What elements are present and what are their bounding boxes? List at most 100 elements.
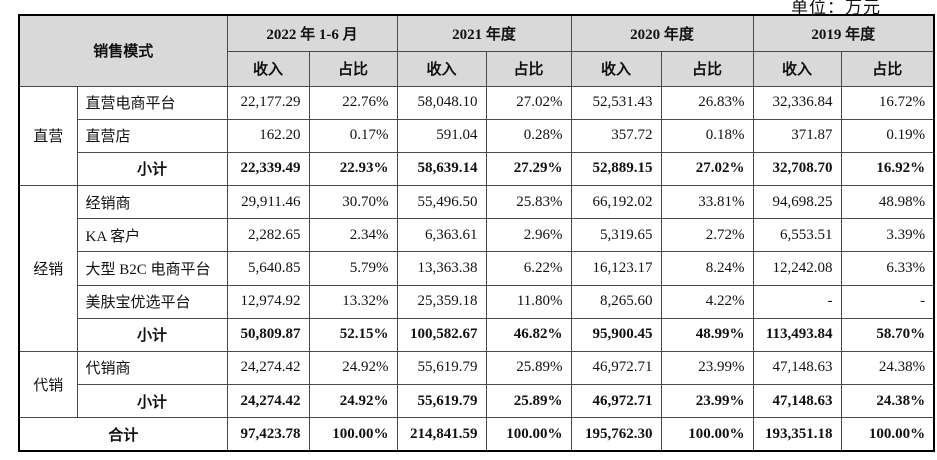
cell-value: 24.38% bbox=[840, 384, 935, 419]
cell-value: 24.92% bbox=[308, 384, 398, 419]
cell-value: 48.99% bbox=[660, 317, 754, 352]
col-header-revenue-2019: 收入 bbox=[752, 50, 842, 87]
cell-value: 16.92% bbox=[840, 151, 935, 187]
cell-value: 32,336.84 bbox=[752, 85, 842, 120]
group-label-distribution: 经销 bbox=[18, 185, 78, 352]
cell-value: 55,496.50 bbox=[396, 185, 487, 220]
cell-value: 6,553.51 bbox=[752, 218, 842, 253]
cell-value: 12,242.08 bbox=[752, 251, 842, 286]
cell-value: 13,363.38 bbox=[396, 251, 487, 286]
cell-value: 6,363.61 bbox=[396, 218, 487, 253]
table-row: 经销 经销商 29,911.46 30.70% 55,496.50 25.83%… bbox=[18, 185, 935, 352]
cell-value: 2.96% bbox=[485, 218, 572, 253]
total-label: 合计 bbox=[18, 417, 228, 452]
cell-value: 58.70% bbox=[840, 317, 935, 352]
cell-value: 5.79% bbox=[308, 251, 398, 286]
cell-value: 22.76% bbox=[308, 85, 398, 120]
cell-value: - bbox=[840, 284, 935, 319]
cell-value: 24,274.42 bbox=[226, 384, 310, 419]
total-row: 合计 97,423.78 100.00% 214,841.59 100.00% … bbox=[18, 417, 935, 452]
cell-value: 113,493.84 bbox=[752, 317, 842, 352]
cell-value: 97,423.78 bbox=[226, 417, 310, 452]
cell-value: 29,911.46 bbox=[226, 185, 310, 220]
cell-value: 23.99% bbox=[660, 384, 754, 419]
cell-value: 591.04 bbox=[396, 118, 487, 153]
cell-value: 47,148.63 bbox=[752, 384, 842, 419]
subtotal-label: 小计 bbox=[76, 151, 228, 187]
cell-value: 0.19% bbox=[840, 118, 935, 153]
cell-value: - bbox=[752, 284, 842, 319]
table-row: 美肤宝优选平台 12,974.92 13.32% 25,359.18 11.80… bbox=[19, 284, 935, 319]
row-label: 经销商 bbox=[76, 185, 228, 220]
cell-value: 25.89% bbox=[485, 350, 572, 386]
cell-value: 27.29% bbox=[485, 151, 572, 187]
subtotal-row: 小计 22,339.49 22.93% 58,639.14 27.29% 52,… bbox=[19, 151, 935, 187]
table-row: 直营店 162.20 0.17% 591.04 0.28% 357.72 0.1… bbox=[19, 118, 935, 153]
cell-value: 24.92% bbox=[308, 350, 398, 386]
cell-value: 47,148.63 bbox=[752, 350, 842, 386]
cell-value: 5,640.85 bbox=[226, 251, 310, 286]
cell-value: 371.87 bbox=[752, 118, 842, 153]
period-header-2020: 2020 年度 bbox=[570, 14, 754, 52]
cell-value: 4.22% bbox=[660, 284, 754, 319]
row-label: 代销商 bbox=[76, 350, 228, 386]
row-label: 直营电商平台 bbox=[76, 85, 228, 120]
cell-value: 8,265.60 bbox=[570, 284, 662, 319]
cell-value: 0.17% bbox=[308, 118, 398, 153]
cell-value: 32,708.70 bbox=[752, 151, 842, 187]
cell-value: 55,619.79 bbox=[396, 384, 487, 419]
col-header-revenue-2021: 收入 bbox=[396, 50, 487, 87]
subtotal-row: 小计 24,274.42 24.92% 55,619.79 25.89% 46,… bbox=[19, 384, 935, 419]
cell-value: 0.18% bbox=[660, 118, 754, 153]
cell-value: 214,841.59 bbox=[396, 417, 487, 452]
subtotal-label: 小计 bbox=[76, 384, 228, 419]
cell-value: 5,319.65 bbox=[570, 218, 662, 253]
cell-value: 50,809.87 bbox=[226, 317, 310, 352]
cell-value: 3.39% bbox=[840, 218, 935, 253]
sales-mode-table: 销售模式 2022 年 1-6 月 2021 年度 2020 年度 2019 年… bbox=[18, 14, 936, 452]
cell-value: 22.93% bbox=[308, 151, 398, 187]
cell-value: 100.00% bbox=[308, 417, 398, 452]
cell-value: 22,339.49 bbox=[226, 151, 310, 187]
cell-value: 13.32% bbox=[308, 284, 398, 319]
cell-value: 2.72% bbox=[660, 218, 754, 253]
period-header-2019: 2019 年度 bbox=[752, 14, 935, 52]
cell-value: 33.81% bbox=[660, 185, 754, 220]
cell-value: 24.38% bbox=[840, 350, 935, 386]
row-label: 直营店 bbox=[76, 118, 228, 153]
cell-value: 27.02% bbox=[660, 151, 754, 187]
subtotal-label: 小计 bbox=[76, 317, 228, 352]
cell-value: 357.72 bbox=[570, 118, 662, 153]
col-header-share-2020: 占比 bbox=[660, 50, 754, 87]
row-label: 大型 B2C 电商平台 bbox=[76, 251, 228, 286]
cell-value: 195,762.30 bbox=[570, 417, 662, 452]
cell-value: 11.80% bbox=[485, 284, 572, 319]
cell-value: 16.72% bbox=[840, 85, 935, 120]
subtotal-row: 小计 50,809.87 52.15% 100,582.67 46.82% 95… bbox=[19, 317, 935, 352]
cell-value: 162.20 bbox=[226, 118, 310, 153]
cell-value: 48.98% bbox=[840, 185, 935, 220]
cell-value: 100.00% bbox=[840, 417, 935, 452]
table-row: KA 客户 2,282.65 2.34% 6,363.61 2.96% 5,31… bbox=[19, 218, 935, 253]
group-label-direct: 直营 bbox=[18, 85, 78, 187]
cell-value: 193,351.18 bbox=[752, 417, 842, 452]
cell-value: 58,048.10 bbox=[396, 85, 487, 120]
row-label: KA 客户 bbox=[76, 218, 228, 253]
group-label-consignment: 代销 bbox=[18, 350, 78, 419]
col-header-share-2022h1: 占比 bbox=[308, 50, 398, 87]
col-header-share-2021: 占比 bbox=[485, 50, 572, 87]
cell-value: 25.89% bbox=[485, 384, 572, 419]
cell-value: 27.02% bbox=[485, 85, 572, 120]
header-sales-mode: 销售模式 bbox=[18, 14, 228, 87]
cell-value: 46,972.71 bbox=[570, 384, 662, 419]
cell-value: 46.82% bbox=[485, 317, 572, 352]
cell-value: 52,889.15 bbox=[570, 151, 662, 187]
cell-value: 94,698.25 bbox=[752, 185, 842, 220]
cell-value: 95,900.45 bbox=[570, 317, 662, 352]
cell-value: 12,974.92 bbox=[226, 284, 310, 319]
cell-value: 16,123.17 bbox=[570, 251, 662, 286]
col-header-revenue-2022h1: 收入 bbox=[226, 50, 310, 87]
table-row: 大型 B2C 电商平台 5,640.85 5.79% 13,363.38 6.2… bbox=[19, 251, 935, 286]
cell-value: 22,177.29 bbox=[226, 85, 310, 120]
